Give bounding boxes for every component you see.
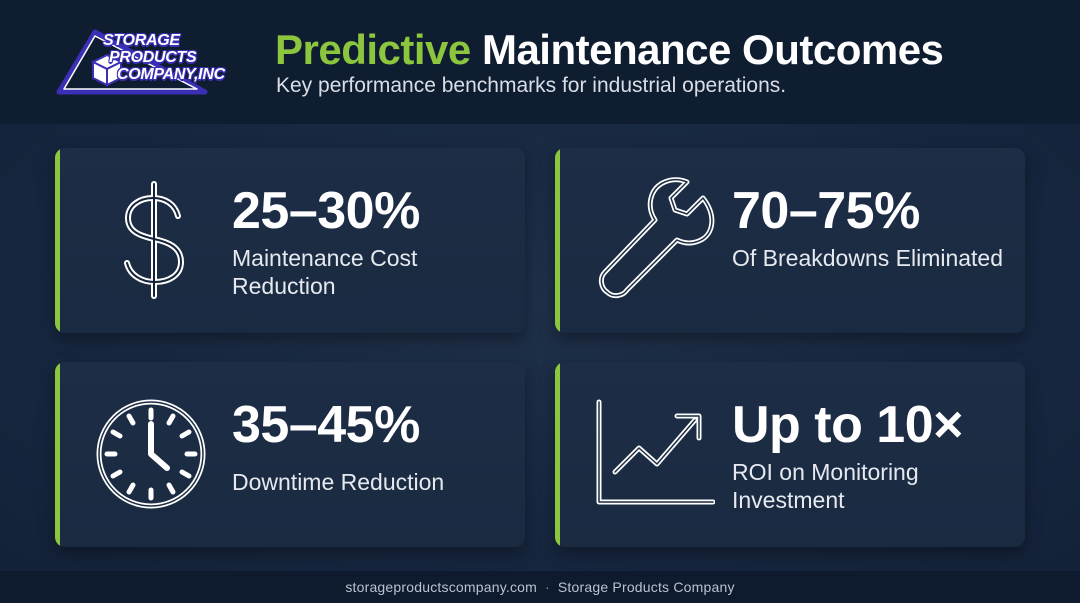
header-band [0, 0, 1080, 124]
footer-separator: · [545, 579, 550, 595]
stat-card-breakdowns: 70–75% Of Breakdowns Eliminated [555, 148, 1025, 333]
page-subtitle: Key performance benchmarks for industria… [276, 74, 787, 97]
stat-card-maintenance-cost: 25–30% Maintenance Cost Reduction [55, 148, 525, 333]
stat-label: Of Breakdowns Eliminated [732, 245, 1004, 271]
logo-wordmark: STORAGE PRODUCTS COMPANY,INC [95, 32, 225, 83]
stat-value: 35–45% [232, 396, 420, 454]
card-accent-bar [55, 362, 60, 547]
clock-icon [95, 390, 215, 520]
stat-label: Maintenance Cost Reduction [232, 245, 418, 299]
footer-company-name: Storage Products Company [557, 579, 735, 595]
stat-value: Up to 10× [732, 396, 964, 454]
company-logo[interactable]: STORAGE PRODUCTS COMPANY,INC [55, 28, 255, 98]
page-title-rest: Maintenance Outcomes [481, 26, 944, 73]
dollar-sign-icon [95, 176, 215, 306]
page-title: Predictive Maintenance Outcomes [275, 26, 944, 74]
stat-card-downtime: 35–45% Downtime Reduction [55, 362, 525, 547]
logo-line-1: STORAGE [103, 32, 180, 49]
stat-label: Downtime Reduction [232, 469, 445, 495]
card-accent-bar [555, 148, 560, 333]
stat-card-roi: Up to 10× ROI on Monitoring Investment [555, 362, 1025, 547]
card-accent-bar [55, 148, 60, 333]
logo-triangle-icon [56, 29, 208, 95]
stat-label: ROI on Monitoring Investment [732, 459, 919, 513]
stat-value: 25–30% [232, 182, 420, 240]
logo-box-icon [90, 53, 124, 87]
card-accent-bar [555, 362, 560, 547]
logo-line-3: COMPANY,INC [117, 66, 225, 83]
trending-up-chart-icon [595, 390, 716, 520]
wrench-icon [595, 176, 715, 306]
footer: storageproductscompany.com · Storage Pro… [0, 571, 1080, 603]
page-title-accent: Predictive [275, 26, 471, 73]
logo-line-2: PRODUCTS [109, 49, 197, 66]
stat-value: 70–75% [732, 182, 920, 240]
footer-website-link[interactable]: storageproductscompany.com [345, 579, 538, 595]
